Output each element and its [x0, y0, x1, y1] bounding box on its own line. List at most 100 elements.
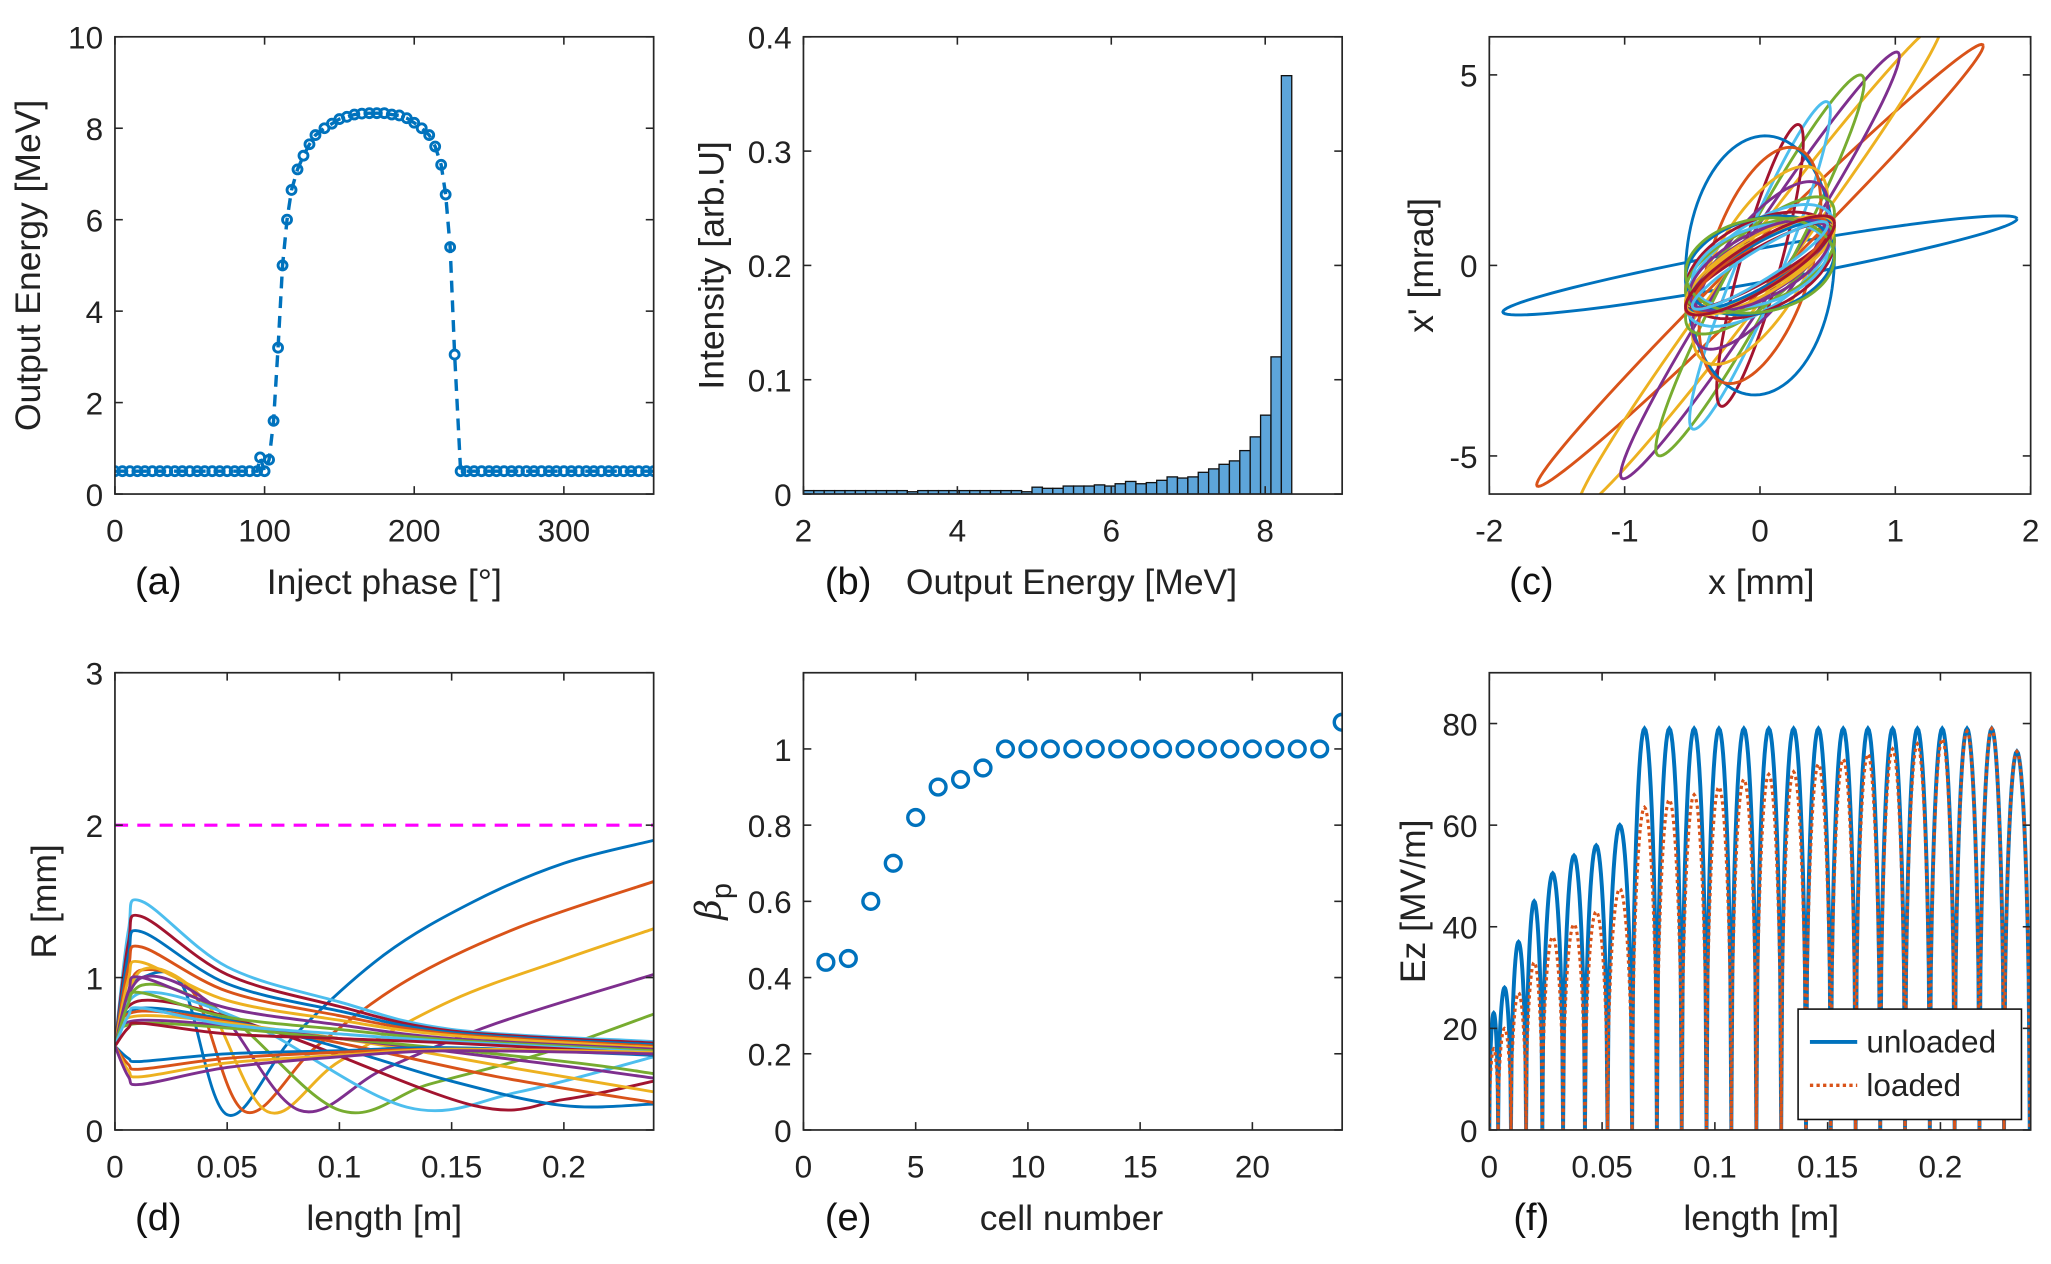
- y-tick-label: 20: [1442, 1011, 1477, 1047]
- y-tick-label: 80: [1442, 706, 1477, 742]
- y-tick-label: 8: [86, 111, 104, 147]
- data-point: [251, 465, 264, 478]
- histogram-bar: [1270, 356, 1283, 495]
- panel-label: (a): [135, 561, 182, 603]
- x-tick-label: 300: [538, 512, 591, 548]
- data-point: [439, 188, 452, 201]
- data-point: [309, 129, 322, 142]
- legend-label: unloaded: [1866, 1023, 1996, 1059]
- panel-c: -2 -1 0 1 2 -5 0 5 x [mm] (c) x' [mrad]: [1401, 35, 2040, 603]
- phase-ellipse: [1535, 42, 1985, 488]
- histogram-bar: [1176, 477, 1189, 495]
- data-point: [429, 140, 442, 153]
- data-point: [580, 465, 593, 478]
- data-point: [1130, 739, 1150, 759]
- x-tick-label: 2: [2022, 512, 2040, 548]
- data-point: [1175, 739, 1195, 759]
- data-point: [973, 758, 993, 778]
- y-tick-label: 0: [1460, 248, 1478, 284]
- x-tick-label: 0.1: [318, 1148, 362, 1184]
- y-axis-label: βp: [689, 883, 739, 922]
- data-point: [161, 465, 174, 478]
- data-point: [258, 465, 271, 478]
- data-point: [1287, 739, 1307, 759]
- envelope-curve: [114, 998, 654, 1112]
- y-tick-label: 1: [774, 732, 792, 768]
- phase-ellipse: [1684, 214, 1836, 317]
- histogram-bar: [1145, 481, 1158, 495]
- x-tick-label: 1: [1887, 512, 1905, 548]
- phase-ellipse: [1690, 220, 1830, 311]
- histogram-bar: [1187, 476, 1199, 495]
- data-point: [116, 465, 129, 478]
- y-tick-label: 0: [774, 1113, 792, 1149]
- data-point: [1152, 739, 1173, 759]
- data-point: [303, 138, 316, 151]
- data-point: [276, 259, 289, 272]
- data-point: [213, 465, 226, 478]
- data-point: [498, 465, 510, 478]
- data-point: [816, 952, 836, 972]
- x-tick-label: 0.05: [197, 1148, 258, 1184]
- x-tick-label: 0: [795, 1148, 813, 1184]
- panel-f: unloaded loaded 0 0.05 0.1 0.15 0.2 0 20 40 60 80 le…: [1393, 671, 2032, 1239]
- y-tick-label: 0: [86, 1113, 104, 1149]
- envelope-curve: [114, 1021, 654, 1056]
- y-tick-label: 6: [86, 203, 104, 239]
- data-point: [138, 465, 151, 478]
- envelope-curve: [114, 1045, 654, 1087]
- axes-frame: [1488, 671, 2032, 1131]
- panel-label: (b): [825, 561, 872, 603]
- histogram-bar: [1135, 483, 1147, 495]
- data-point: [291, 163, 304, 176]
- data-point: [114, 465, 121, 478]
- data-point: [625, 465, 638, 478]
- histogram-bar: [1156, 479, 1168, 495]
- x-tick-label: 0.1: [1693, 1148, 1737, 1184]
- x-tick-label: 10: [1010, 1148, 1045, 1184]
- histogram-bar: [1280, 74, 1293, 495]
- data-point: [363, 107, 376, 120]
- x-tick-label: 100: [238, 512, 291, 548]
- y-axis-label: x' [mrad]: [1401, 198, 1441, 333]
- data-point: [595, 465, 608, 478]
- axes-frame: [114, 671, 655, 1131]
- panel-b: 2 4 6 8 0 0.1 0.2 0.3 0.4 Output Energy [MeV] (b) I…: [691, 20, 1344, 603]
- data-point: [632, 465, 645, 478]
- data-point: [168, 465, 181, 478]
- x-tick-label: 200: [388, 512, 441, 548]
- x-tick-label: 15: [1123, 1148, 1158, 1184]
- histogram-bar: [1249, 436, 1262, 495]
- histogram-bar: [1228, 460, 1241, 495]
- phase-ellipse: [1688, 100, 1832, 431]
- panel-label: (f): [1513, 1197, 1549, 1239]
- y-tick-label: 0.4: [748, 960, 792, 996]
- y-tick-label: 0.2: [748, 1037, 792, 1073]
- panel-d: 0 0.05 0.1 0.15 0.2 0 1 2 3 length [m] (d) R [mm]: [24, 656, 655, 1239]
- y-tick-label: 0.3: [748, 134, 792, 170]
- data-point: [557, 465, 570, 478]
- y-axis-label: Ez [MV/m]: [1393, 820, 1433, 984]
- data-point: [448, 348, 461, 361]
- x-tick-label: -2: [1475, 512, 1503, 548]
- legend-box: [1797, 1008, 2023, 1121]
- histogram-bar: [1062, 485, 1075, 495]
- x-tick-label: 0: [106, 512, 124, 548]
- data-point: [423, 129, 436, 142]
- data-point: [285, 184, 298, 196]
- y-axis-label-subscript: p: [706, 883, 738, 899]
- data-point: [587, 465, 600, 478]
- y-tick-label: 0.2: [748, 248, 792, 284]
- y-axis-label: R [mm]: [24, 844, 64, 958]
- histogram-bar: [1259, 414, 1272, 495]
- y-tick-label: 3: [86, 656, 104, 692]
- envelope-curve: [114, 1045, 654, 1079]
- y-tick-label: 5: [1460, 58, 1478, 94]
- x-tick-label: 0: [1481, 1148, 1499, 1184]
- y-tick-label: 40: [1442, 910, 1477, 946]
- y-tick-label: 0.4: [748, 20, 792, 56]
- data-point: [176, 465, 189, 478]
- y-tick-label: -5: [1449, 439, 1477, 475]
- panel-e: 0 5 10 15 20 0 0.2 0.4 0.6 0.8 1 cell number (e) βp: [689, 671, 1344, 1239]
- data-point: [272, 341, 284, 354]
